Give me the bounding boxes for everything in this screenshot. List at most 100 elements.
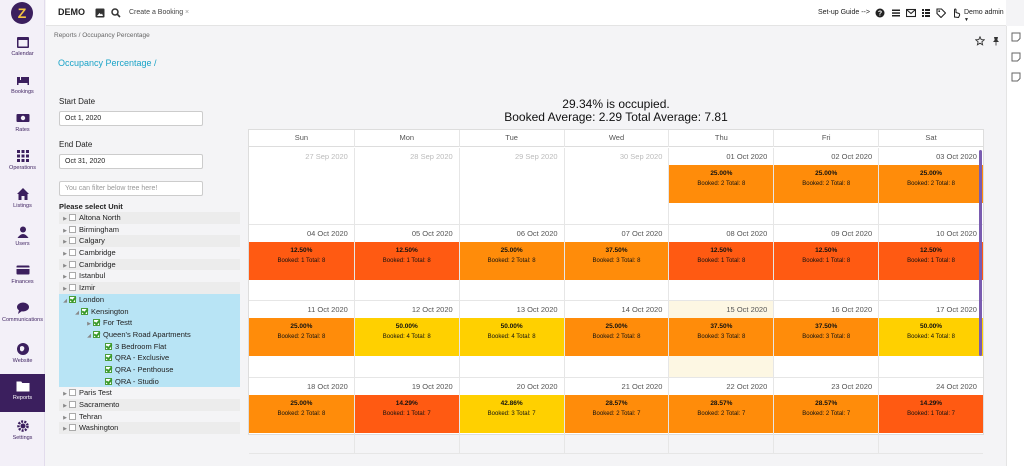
occupancy-event[interactable]: 25.00% Booked: 2 Total: 8	[669, 165, 774, 203]
occupancy-event[interactable]: 25.00% Booked: 2 Total: 8	[774, 165, 879, 203]
image-icon[interactable]	[95, 8, 105, 18]
tree-checkbox[interactable]	[69, 214, 76, 221]
sidebar-item-finances[interactable]: Finances	[0, 258, 45, 296]
tree-filter-input[interactable]: You can filter below tree here!	[59, 181, 203, 196]
sidebar-item-users[interactable]: Users	[0, 220, 45, 258]
tree-checkbox[interactable]	[69, 260, 76, 268]
sidebar-item-bookings[interactable]: Bookings	[0, 68, 45, 106]
expand-arrow-icon[interactable]: ▶	[63, 239, 67, 246]
occupancy-event[interactable]: 37.50% Booked: 3 Total: 8	[564, 241, 669, 280]
note-icon[interactable]	[1011, 32, 1021, 42]
user-menu[interactable]: Demo admin ▼	[964, 9, 1006, 23]
help-icon[interactable]: ?	[875, 8, 885, 18]
tree-node[interactable]: QRA - Penthouse	[59, 363, 240, 376]
calendar-day[interactable]: 10 Oct 2020 12.50% Booked: 1 Total: 8	[878, 224, 983, 301]
tree-node[interactable]: ▶ Cambridge	[59, 258, 240, 271]
tree-checkbox[interactable]	[81, 307, 88, 315]
calendar-day[interactable]: 24 Oct 2020 14.29% Booked: 1 Total: 7	[878, 377, 983, 454]
expand-arrow-icon[interactable]: ◢	[75, 309, 79, 316]
occupancy-event[interactable]: 12.50% Booked: 1 Total: 8	[249, 241, 354, 280]
tag-icon[interactable]	[936, 8, 946, 18]
tree-checkbox[interactable]	[69, 401, 76, 408]
sidebar-item-calendar[interactable]: Calendar	[0, 30, 45, 68]
expand-arrow-icon[interactable]: ▶	[63, 216, 67, 222]
tree-checkbox[interactable]	[105, 354, 112, 362]
calendar-day[interactable]: 27 Sep 2020	[249, 148, 354, 225]
app-logo[interactable]: Z	[11, 2, 33, 24]
calendar-day[interactable]: 13 Oct 2020 50.00% Booked: 4 Total: 8	[458, 301, 564, 378]
tree-node[interactable]: ◢ London	[59, 293, 240, 306]
tree-node[interactable]: ▶ Cambridge	[59, 247, 240, 259]
note-icon[interactable]	[1011, 72, 1021, 82]
occupancy-event[interactable]: 25.00% Booked: 2 Total: 8	[459, 241, 564, 280]
tree-checkbox[interactable]	[69, 284, 76, 292]
calendar-day[interactable]: 21 Oct 2020 28.57% Booked: 2 Total: 7	[563, 377, 669, 454]
tasks-icon[interactable]	[921, 8, 931, 18]
tree-node[interactable]: ▶ For Testt	[59, 317, 240, 329]
tree-checkbox[interactable]	[105, 342, 112, 350]
sidebar-item-operations[interactable]: Operations	[0, 144, 45, 182]
occupancy-event[interactable]: 28.57% Booked: 2 Total: 7	[669, 394, 774, 433]
occupancy-event[interactable]: 28.57% Booked: 2 Total: 7	[774, 394, 879, 433]
brand-name[interactable]: DEMO	[58, 7, 85, 17]
expand-arrow-icon[interactable]: ◢	[63, 297, 67, 304]
expand-arrow-icon[interactable]: ◢	[87, 332, 91, 339]
tree-checkbox[interactable]	[105, 377, 112, 385]
occupancy-event[interactable]: 25.00% Booked: 2 Total: 8	[249, 394, 354, 433]
tree-node[interactable]: ▶ Birmingham	[59, 224, 240, 236]
expand-arrow-icon[interactable]: ▶	[63, 391, 67, 398]
tree-node[interactable]: ◢ Kensington	[59, 305, 240, 318]
occupancy-event[interactable]: 12.50% Booked: 1 Total: 8	[669, 241, 774, 280]
tree-checkbox[interactable]	[69, 412, 76, 420]
tree-checkbox[interactable]	[93, 319, 100, 327]
tree-checkbox[interactable]	[69, 389, 76, 397]
note-icon[interactable]	[1011, 52, 1021, 62]
calendar-day[interactable]: 28 Sep 2020	[353, 148, 459, 225]
calendar-day[interactable]: 19 Oct 2020 14.29% Booked: 1 Total: 7	[353, 377, 459, 454]
tree-checkbox[interactable]	[69, 424, 76, 432]
calendar-day[interactable]: 23 Oct 2020 28.57% Booked: 2 Total: 7	[773, 377, 879, 454]
tree-node[interactable]: ▶ Washington	[59, 422, 240, 435]
occupancy-event[interactable]: 50.00% Booked: 4 Total: 8	[459, 318, 564, 356]
occupancy-event[interactable]: 14.29% Booked: 1 Total: 7	[879, 394, 983, 433]
occupancy-event[interactable]: 12.50% Booked: 1 Total: 8	[354, 241, 459, 280]
expand-arrow-icon[interactable]: ▶	[63, 414, 67, 421]
calendar-scrollbar[interactable]	[979, 150, 982, 356]
breadcrumb-root[interactable]: Reports	[54, 32, 77, 39]
tree-node[interactable]: ▶ Sacramento	[59, 399, 240, 411]
expand-arrow-icon[interactable]: ▶	[63, 262, 67, 269]
expand-arrow-icon[interactable]: ▶	[87, 321, 91, 328]
calendar-day[interactable]: 29 Sep 2020	[458, 148, 564, 225]
tree-checkbox[interactable]	[69, 237, 76, 245]
tree-node[interactable]: ▶ Paris Test	[59, 387, 240, 399]
calendar-day[interactable]: 01 Oct 2020 25.00% Booked: 2 Total: 8	[668, 148, 774, 225]
tree-node[interactable]: ▶ Altona North	[59, 212, 240, 224]
occupancy-event[interactable]: 28.57% Booked: 2 Total: 7	[564, 394, 669, 433]
expand-arrow-icon[interactable]: ▶	[63, 426, 67, 433]
tree-checkbox[interactable]	[69, 225, 76, 233]
tree-node[interactable]: 3 Bedroom Flat	[59, 340, 240, 353]
pin-icon[interactable]	[991, 36, 1001, 46]
calendar-day[interactable]: 16 Oct 2020 37.50% Booked: 3 Total: 8	[773, 301, 879, 378]
calendar-day[interactable]: 14 Oct 2020 25.00% Booked: 2 Total: 8	[563, 301, 669, 378]
start-date-input[interactable]: Oct 1, 2020	[59, 111, 203, 126]
mail-icon[interactable]	[906, 8, 916, 18]
occupancy-event[interactable]: 25.00% Booked: 2 Total: 8	[249, 318, 354, 356]
tree-checkbox[interactable]	[69, 295, 76, 303]
occupancy-event[interactable]: 42.86% Booked: 3 Total: 7	[459, 394, 564, 433]
calendar-day[interactable]: 17 Oct 2020 50.00% Booked: 4 Total: 8	[878, 301, 983, 378]
setup-guide-link[interactable]: Set-up Guide -->	[818, 9, 870, 16]
end-date-input[interactable]: Oct 31, 2020	[59, 154, 203, 169]
calendar-day[interactable]: 08 Oct 2020 12.50% Booked: 1 Total: 8	[668, 224, 774, 301]
calendar-day[interactable]: 05 Oct 2020 12.50% Booked: 1 Total: 8	[353, 224, 459, 301]
star-icon[interactable]	[974, 35, 986, 46]
expand-arrow-icon[interactable]: ▶	[63, 274, 67, 281]
calendar-day[interactable]: 06 Oct 2020 25.00% Booked: 2 Total: 8	[458, 224, 564, 301]
calendar-day[interactable]: 22 Oct 2020 28.57% Booked: 2 Total: 7	[668, 377, 774, 454]
occupancy-event[interactable]: 12.50% Booked: 1 Total: 8	[879, 241, 983, 280]
sidebar-item-listings[interactable]: Listings	[0, 182, 45, 220]
occupancy-event[interactable]: 37.50% Booked: 3 Total: 8	[669, 318, 774, 356]
tree-node[interactable]: ▶ Tehran	[59, 411, 240, 423]
calendar-day[interactable]: 02 Oct 2020 25.00% Booked: 2 Total: 8	[773, 148, 879, 225]
tree-checkbox[interactable]	[105, 365, 112, 373]
